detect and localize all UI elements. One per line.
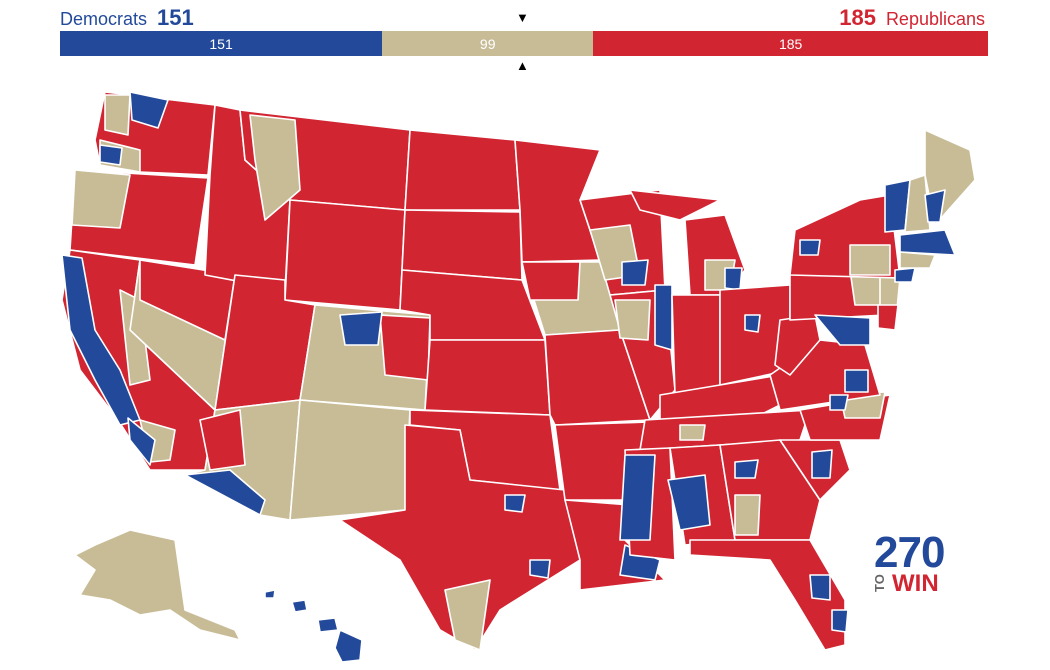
state-texas[interactable] [339, 424, 581, 651]
tossup-segment[interactable]: 99 [382, 31, 594, 56]
district-or-tossup[interactable] [71, 169, 131, 229]
state-north-dakota[interactable] [404, 129, 521, 211]
district-tx-dem-dallas[interactable] [504, 494, 526, 513]
state-kansas[interactable] [424, 339, 551, 416]
logo-to: TO [872, 574, 887, 592]
district-ny-tossup[interactable] [849, 244, 891, 276]
state-connecticut[interactable] [899, 251, 936, 269]
district-ny-dem[interactable] [799, 239, 821, 256]
island-hawaii-2[interactable] [291, 599, 308, 613]
island-hawaii-3[interactable] [317, 617, 339, 633]
district-va-dem[interactable] [844, 369, 869, 393]
state-florida[interactable] [689, 539, 846, 651]
majority-marker-bottom: ▲ [516, 58, 529, 73]
majority-marker-top: ▼ [516, 10, 529, 25]
district-fl-dem[interactable] [809, 574, 831, 601]
seat-count-header: Democrats 151 185 Republicans ▼ 151 99 185… [0, 0, 1050, 80]
democrats-summary: Democrats 151 [60, 5, 194, 31]
district-ms-dem[interactable] [619, 454, 656, 541]
district-co-rep[interactable] [379, 314, 431, 381]
district-va-dem-n[interactable] [829, 394, 849, 411]
district-ca-dem-la[interactable] [127, 417, 156, 466]
seat-balance-bar: 151 99 185 [60, 31, 988, 56]
district-az-rep[interactable] [199, 409, 246, 471]
district-tx-dem-houston[interactable] [529, 559, 551, 579]
island-hawaii-1[interactable] [264, 589, 276, 599]
state-alaska[interactable] [74, 529, 241, 641]
state-wyoming[interactable] [284, 199, 406, 311]
state-michigan-up[interactable] [629, 189, 721, 221]
district-il-tossup[interactable] [614, 299, 651, 341]
district-ca-tossup-central[interactable] [119, 289, 151, 386]
republicans-label: Republicans [885, 9, 985, 29]
logo-number: 270 [874, 528, 945, 577]
district-tn-tossup[interactable] [679, 424, 706, 441]
district-wa-dem-seattle[interactable] [129, 91, 169, 129]
state-south-dakota[interactable] [401, 209, 523, 281]
district-nj-rep[interactable] [877, 304, 899, 331]
district-mt-tossup[interactable] [249, 114, 301, 221]
district-ia-rep[interactable] [521, 261, 581, 301]
state-maryland[interactable] [814, 314, 871, 346]
district-al-dem[interactable] [667, 474, 711, 531]
state-massachusetts[interactable] [899, 229, 956, 256]
state-new-hampshire[interactable] [904, 174, 931, 233]
district-fl-dem-south[interactable] [831, 609, 849, 633]
district-az-dem[interactable] [184, 469, 266, 516]
island-hawaii-big[interactable] [334, 629, 363, 663]
district-sc-dem[interactable] [811, 449, 833, 479]
district-co-dem-denver[interactable] [339, 311, 383, 346]
district-il-dem-chicago[interactable] [654, 284, 673, 351]
district-wi-dem[interactable] [621, 259, 649, 286]
district-ga-tossup[interactable] [734, 494, 761, 536]
district-wa-dem-south[interactable] [99, 144, 123, 166]
democrat-segment[interactable]: 151 [60, 31, 383, 56]
district-mi-dem[interactable] [724, 267, 743, 291]
270towin-logo[interactable]: 270 TO WIN [872, 528, 947, 600]
state-new-mexico[interactable] [289, 399, 411, 521]
district-oh-dem[interactable] [744, 314, 761, 333]
republicans-summary: 185 Republicans [839, 5, 985, 31]
district-ga-dem-atl[interactable] [734, 459, 759, 479]
state-indiana[interactable] [671, 294, 721, 396]
district-tx-tossup-south[interactable] [444, 579, 491, 651]
district-wa-tossup-2[interactable] [104, 94, 131, 136]
state-missouri[interactable] [544, 329, 651, 426]
logo-win: WIN [892, 570, 939, 597]
republicans-count: 185 [839, 5, 876, 30]
district-me-dem[interactable] [924, 189, 946, 223]
democrats-count: 151 [157, 5, 194, 30]
republican-segment[interactable]: 185 [593, 31, 988, 56]
democrats-label: Democrats [60, 9, 148, 29]
district-ny-dem-nyc[interactable] [894, 267, 916, 283]
